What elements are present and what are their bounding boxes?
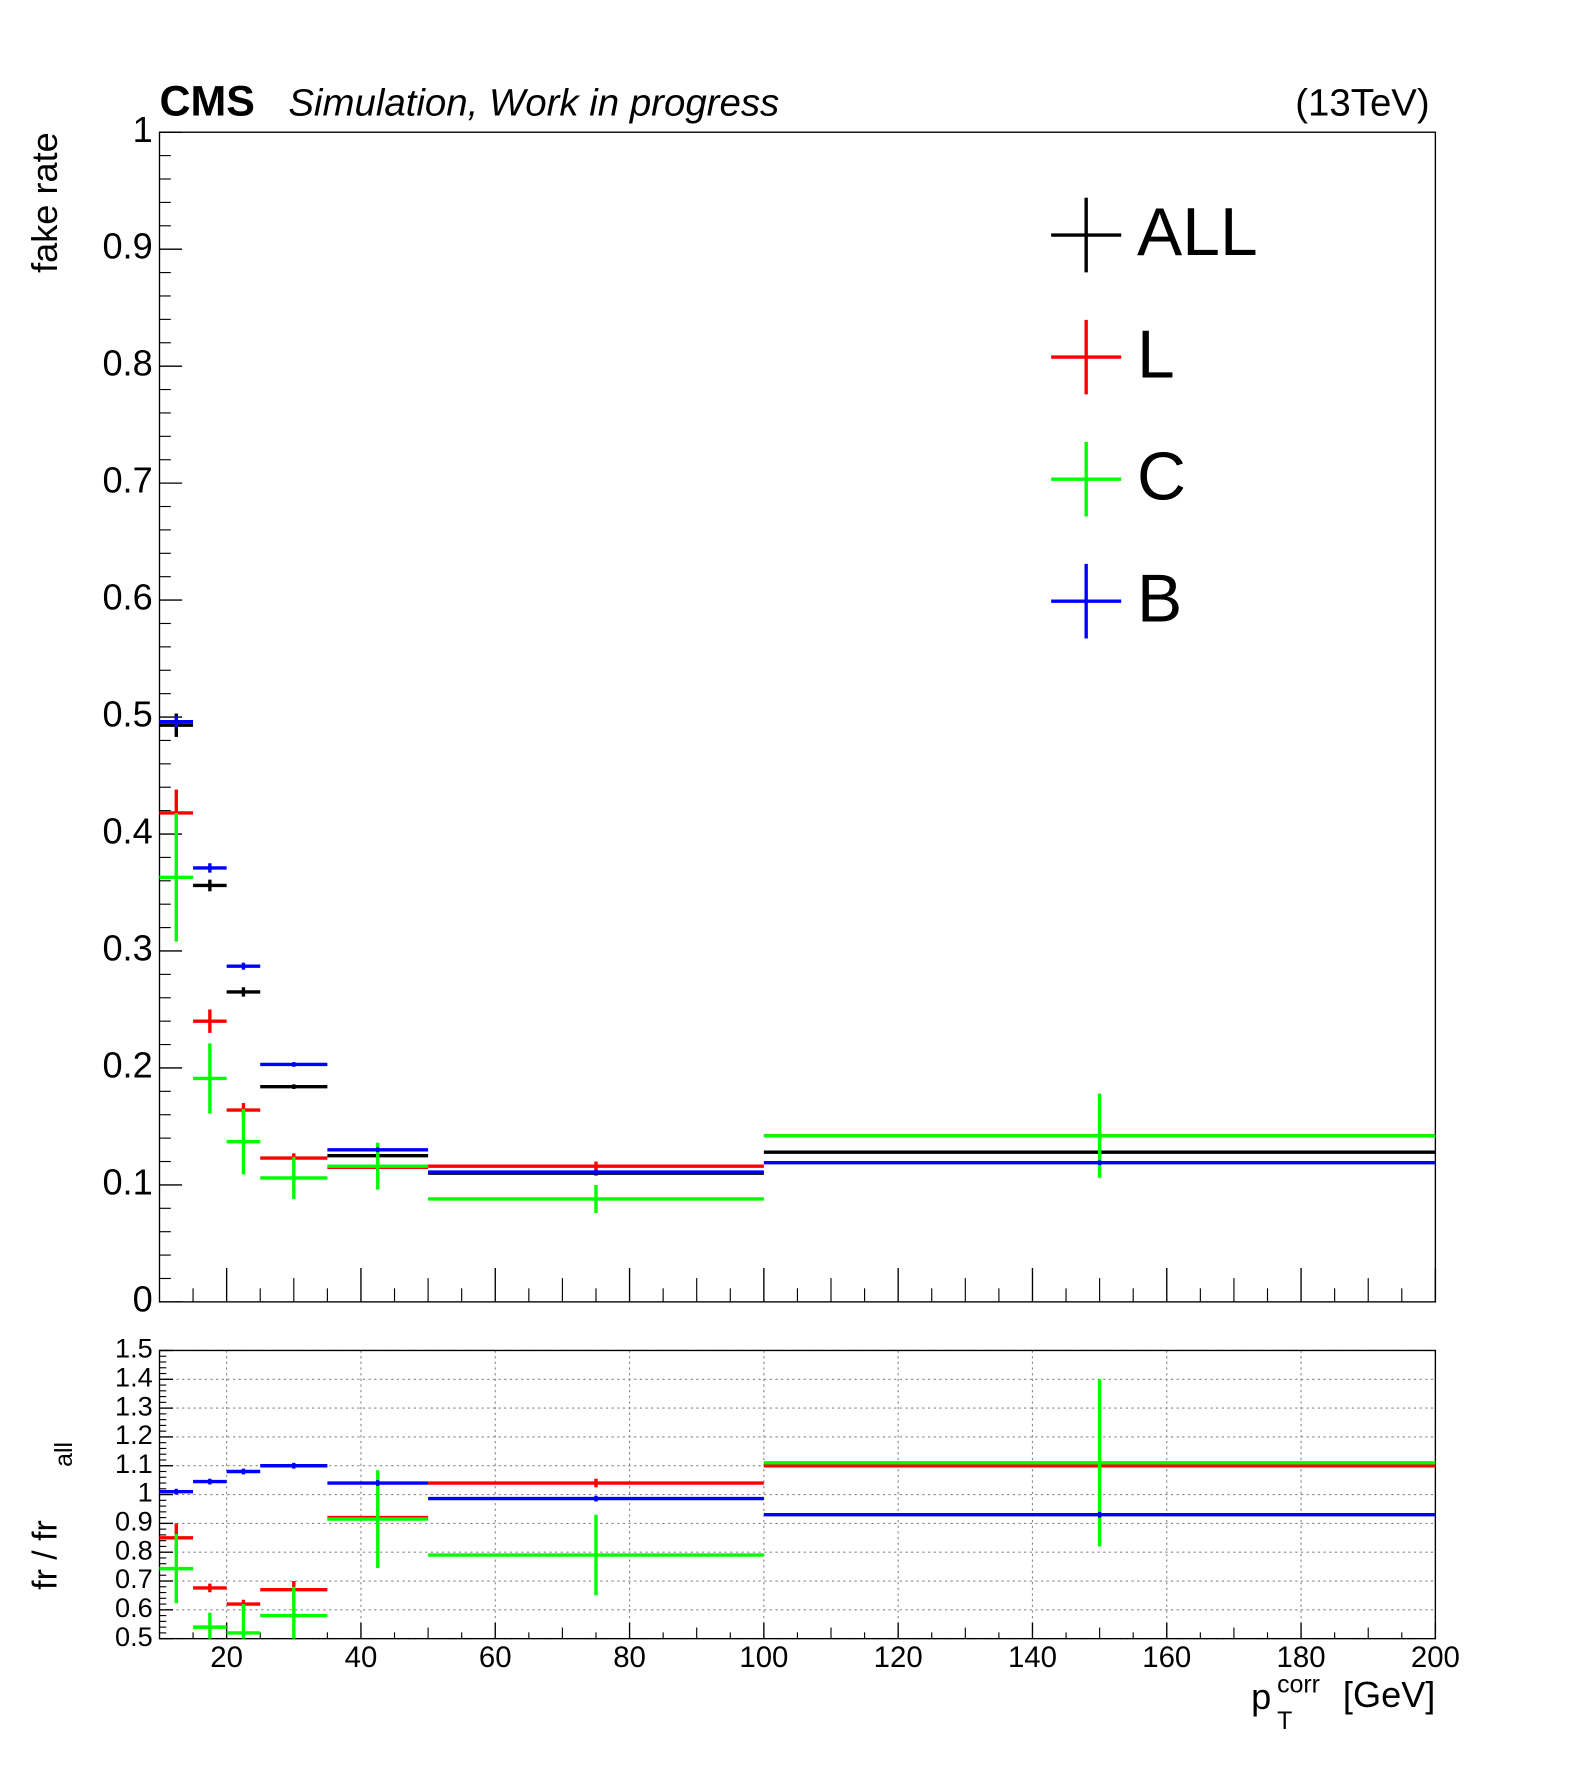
x-label-sub: T	[1277, 1707, 1292, 1735]
error-point	[327, 1470, 429, 1569]
x-tick-label: 40	[345, 1641, 378, 1674]
y-tick-label: 0.8	[115, 1534, 153, 1565]
x-tick-label: 120	[874, 1641, 923, 1674]
y-tick-label: 0.2	[102, 1044, 152, 1085]
y-tick-label: 0.6	[115, 1592, 153, 1623]
y-axis-label: fake rate	[24, 132, 65, 273]
x-label-base: p	[1251, 1676, 1271, 1717]
x-tick-label: 140	[1008, 1641, 1057, 1674]
y-tick-label: 0.6	[102, 577, 152, 618]
legend-entry: ALL	[1051, 195, 1258, 273]
ratio-y-label-sub: all	[50, 1442, 78, 1467]
error-point	[327, 1480, 429, 1486]
legend-label: C	[1137, 439, 1186, 514]
error-point	[159, 1488, 194, 1495]
y-tick-label: 1.1	[115, 1448, 153, 1479]
legend-entry: B	[1051, 561, 1182, 639]
error-point	[763, 1093, 1436, 1178]
y-tick-label: 0.7	[102, 460, 152, 501]
error-point	[428, 1169, 764, 1175]
legend-label: ALL	[1137, 195, 1258, 270]
error-point	[193, 1009, 227, 1033]
error-point	[193, 1043, 227, 1114]
energy-label: (13TeV)	[1295, 81, 1429, 124]
ratio-y-axis-label: fr / fr all	[27, 1442, 79, 1590]
error-point	[260, 1084, 328, 1090]
legend-label: B	[1137, 561, 1182, 636]
plot-frame	[158, 131, 1437, 1303]
x-tick-label: 80	[613, 1641, 646, 1674]
error-point	[226, 962, 261, 970]
y-tick-label: 0.1	[102, 1161, 152, 1202]
y-tick-label: 1.5	[115, 1333, 153, 1364]
error-point	[193, 1478, 227, 1485]
subtitle: Simulation, Work in progress	[288, 81, 779, 124]
error-point	[327, 1147, 429, 1153]
ratio-y-label-base: fr / fr	[27, 1520, 65, 1590]
y-tick-label: 1	[133, 109, 153, 150]
y-tick-label: 1	[138, 1477, 153, 1508]
x-tick-label: 200	[1411, 1641, 1460, 1674]
x-tick-label: 60	[479, 1641, 512, 1674]
error-point	[193, 863, 227, 873]
legend-entry: C	[1051, 439, 1186, 517]
error-point	[193, 1583, 227, 1593]
error-point	[428, 1514, 764, 1596]
y-tick-label: 0.3	[102, 928, 152, 969]
error-point	[428, 1161, 764, 1171]
y-tick-label: 1.4	[115, 1361, 153, 1392]
error-point	[226, 987, 261, 997]
error-point	[260, 1462, 328, 1469]
error-point	[260, 1156, 328, 1199]
error-point	[226, 1604, 261, 1639]
y-tick-label: 1.2	[115, 1419, 153, 1450]
y-tick-label: 0	[133, 1278, 153, 1319]
y-tick-label: 0.8	[102, 343, 152, 384]
error-point	[428, 1495, 764, 1502]
x-tick-label: 180	[1277, 1641, 1326, 1674]
x-tick-label: 20	[210, 1641, 243, 1674]
y-tick-label: 0.9	[102, 226, 152, 267]
error-point	[193, 879, 227, 892]
x-tick-label: 160	[1142, 1641, 1191, 1674]
y-tick-label: 0.5	[115, 1621, 153, 1652]
error-point	[226, 1108, 261, 1175]
y-tick-label: 0.5	[102, 694, 152, 735]
legend-entry: L	[1051, 317, 1175, 395]
error-point	[159, 812, 194, 942]
x-label-unit: [GeV]	[1343, 1674, 1435, 1715]
y-tick-label: 1.3	[115, 1390, 153, 1421]
error-point	[226, 1468, 261, 1475]
error-point	[260, 1062, 328, 1067]
error-point	[763, 1379, 1436, 1547]
error-point	[193, 1612, 227, 1639]
y-tick-label: 0.7	[115, 1563, 153, 1594]
plot-frame	[158, 1349, 1437, 1640]
error-point	[159, 715, 194, 728]
legend-label: L	[1137, 317, 1175, 392]
error-point	[159, 1534, 194, 1604]
y-tick-label: 0.4	[102, 811, 152, 852]
error-point	[428, 1478, 764, 1488]
error-point	[428, 1184, 764, 1213]
cms-label: CMS	[159, 77, 254, 125]
error-point	[763, 1511, 1436, 1518]
error-point	[763, 1160, 1436, 1166]
x-tick-label: 100	[739, 1641, 788, 1674]
error-point	[260, 1586, 328, 1639]
y-tick-label: 0.9	[115, 1506, 153, 1537]
x-label-sup: corr	[1277, 1671, 1320, 1699]
